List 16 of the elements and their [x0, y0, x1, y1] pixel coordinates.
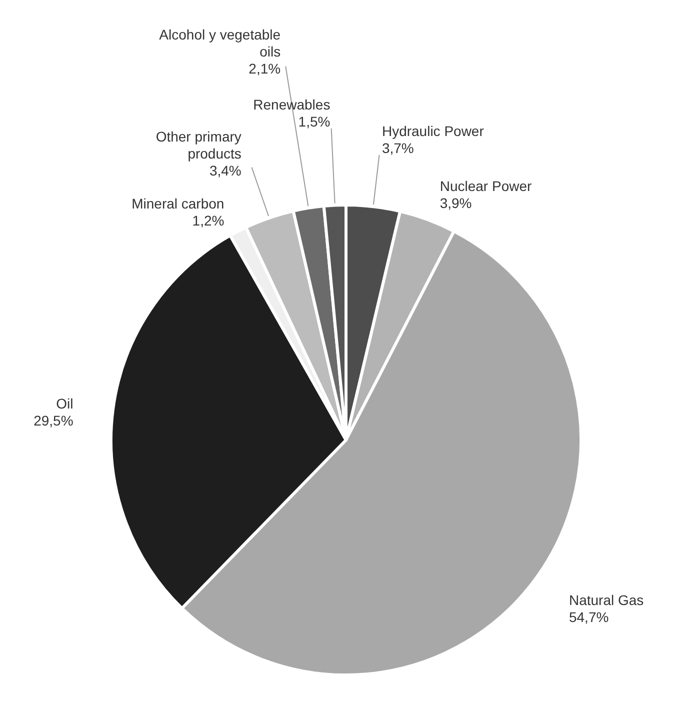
slice-label: Other primary products — [156, 128, 242, 162]
data-label: 1,5% — [298, 113, 330, 130]
slice-label: Nuclear Power — [440, 178, 532, 194]
data-label: 29,5% — [34, 412, 74, 429]
data-label: 1,2% — [192, 212, 224, 229]
data-label: 3,7% — [382, 140, 414, 156]
data-label: 2,1% — [248, 60, 281, 76]
data-label: 3,4% — [209, 162, 242, 179]
slice-label: Oil — [56, 396, 74, 412]
slice-label: Natural Gas — [568, 592, 644, 608]
slice-label: Renewables — [253, 96, 330, 112]
slice-label: Alcohol y vegetable oils — [159, 26, 281, 60]
data-label: 54,7% — [568, 608, 609, 625]
data-label: 3,9% — [440, 194, 472, 211]
slice-label: Mineral carbon — [132, 196, 224, 212]
slice-label: Hydraulic Power — [382, 123, 484, 140]
